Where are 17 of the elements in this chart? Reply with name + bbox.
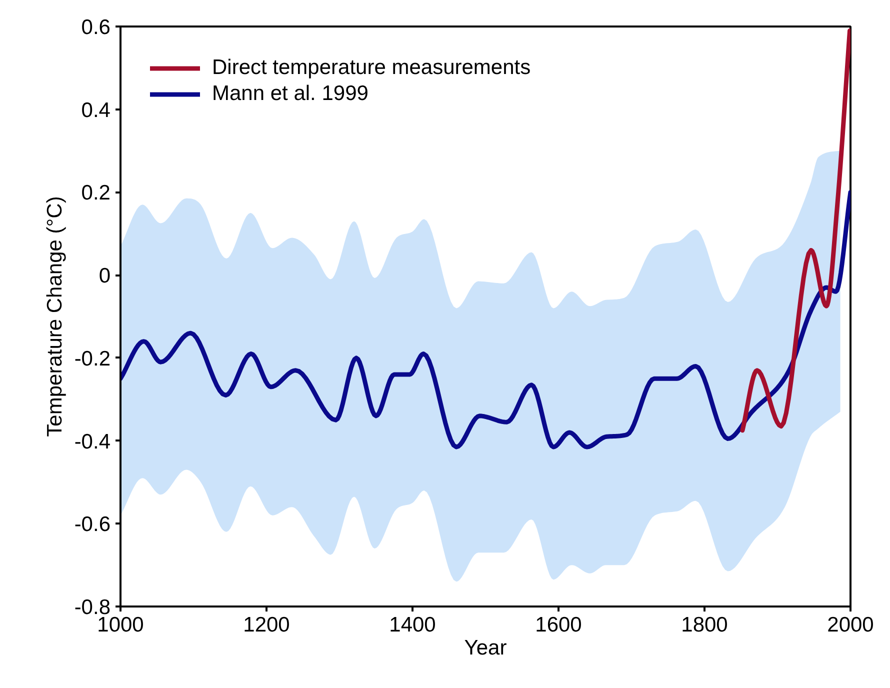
x-tick-label: 1000 xyxy=(97,614,144,636)
x-tick-label: 2000 xyxy=(827,614,874,636)
y-tick-label: 0.2 xyxy=(81,182,111,205)
y-tick-label: 0.4 xyxy=(81,98,111,122)
y-tick-label: -0.2 xyxy=(74,347,110,370)
y-tick-label: 0.6 xyxy=(81,16,111,39)
x-axis-title: Year xyxy=(464,636,507,660)
legend-label: Direct temperature measurements xyxy=(212,56,531,80)
x-tick-label: 1800 xyxy=(681,614,728,636)
x-tick-label: 1400 xyxy=(389,614,436,636)
y-axis-title: Temperature Change (°C) xyxy=(43,196,66,437)
legend-label: Mann et al. 1999 xyxy=(212,82,368,106)
y-tick-label: -0.4 xyxy=(74,430,111,454)
x-tick-label: 1600 xyxy=(535,614,582,636)
x-tick-label: 1200 xyxy=(243,614,290,636)
y-tick-label: 0 xyxy=(98,264,111,288)
y-tick-label: -0.6 xyxy=(74,513,110,536)
